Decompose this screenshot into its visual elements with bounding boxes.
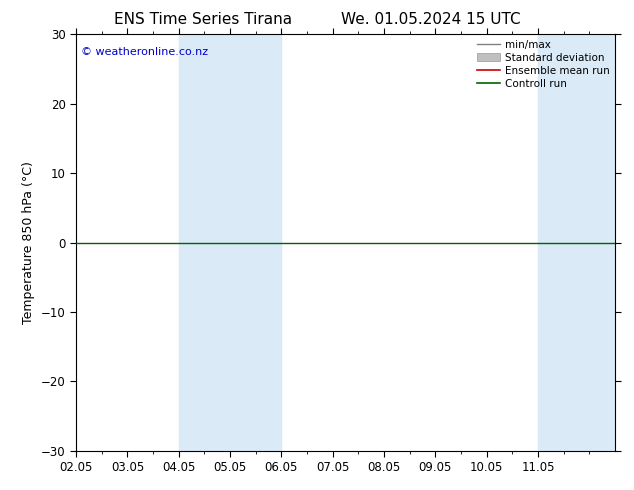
Y-axis label: Temperature 850 hPa (°C): Temperature 850 hPa (°C) bbox=[22, 161, 36, 324]
Text: We. 01.05.2024 15 UTC: We. 01.05.2024 15 UTC bbox=[341, 12, 521, 27]
Legend: min/max, Standard deviation, Ensemble mean run, Controll run: min/max, Standard deviation, Ensemble me… bbox=[477, 40, 610, 89]
Bar bbox=[179, 34, 281, 451]
Bar bbox=[538, 34, 615, 451]
Text: © weatheronline.co.nz: © weatheronline.co.nz bbox=[81, 47, 209, 57]
Text: ENS Time Series Tirana: ENS Time Series Tirana bbox=[114, 12, 292, 27]
